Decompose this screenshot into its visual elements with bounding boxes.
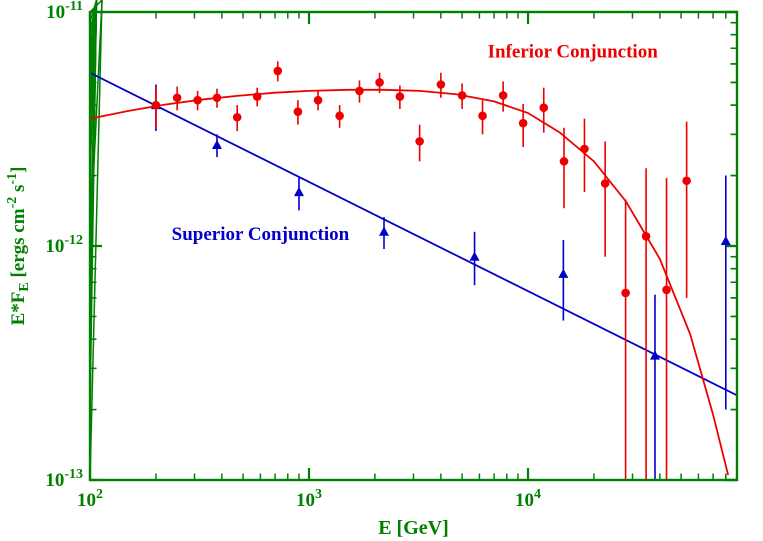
data-point-circle <box>539 103 549 112</box>
data-point-circle <box>662 285 671 295</box>
inferior-fit-curve <box>90 88 730 476</box>
x-tick-label: 104 <box>515 487 541 511</box>
data-point-triangle <box>211 139 222 150</box>
data-point-circle <box>600 179 610 188</box>
annotation-label: Inferior Conjunction <box>488 41 659 62</box>
data-point-circle <box>252 92 262 101</box>
tick-labels: 102 103 104 10-13 10-12 10-11 <box>45 0 541 511</box>
data-point-circle <box>212 93 222 103</box>
data-point-circle <box>498 91 508 100</box>
x-tick-label: 102 <box>77 487 103 511</box>
data-point-circle <box>415 137 424 146</box>
data-point-circle <box>580 144 589 154</box>
data-point-circle <box>355 86 364 96</box>
data-point-circle <box>335 111 344 121</box>
annotation-label: Superior Conjunction <box>172 224 350 245</box>
plot-area <box>90 61 737 480</box>
y-tick-label: 10-13 <box>45 467 83 491</box>
data-point-circle <box>436 80 446 89</box>
data-point-circle <box>641 232 651 241</box>
x-axis-title: E [GeV] <box>378 517 449 539</box>
data-point-circle <box>478 111 487 121</box>
data-point-triangle <box>720 235 731 246</box>
data-point-circle <box>172 93 182 103</box>
data-point-triangle <box>649 350 660 360</box>
series-triangle <box>150 84 731 480</box>
series-circle <box>151 61 691 480</box>
data-point-triangle <box>293 186 304 197</box>
data-point-circle <box>193 95 202 105</box>
y-tick-label: 10-12 <box>45 233 83 257</box>
data-point-circle <box>313 95 323 105</box>
superior-fit-line <box>90 71 737 397</box>
data-point-circle <box>395 92 405 101</box>
plot-frame <box>88 10 739 482</box>
x-tick-label: 103 <box>296 487 322 511</box>
data-point-circle <box>457 91 467 100</box>
data-point-circle <box>375 78 384 87</box>
data-point-triangle <box>469 251 480 261</box>
data-point-circle <box>273 66 283 76</box>
data-point-triangle <box>379 226 390 236</box>
data-point-circle <box>232 112 242 122</box>
data-point-circle <box>682 176 691 186</box>
data-point-triangle <box>558 268 569 278</box>
y-tick-label: 10-11 <box>46 0 83 23</box>
data-point-circle <box>559 157 569 166</box>
data-point-circle <box>293 107 303 116</box>
y-axis-title: E*FE [ergs cm-2 s-1] <box>5 167 32 326</box>
data-point-circle <box>151 100 161 110</box>
data-point-circle <box>621 288 630 298</box>
data-point-circle <box>518 118 528 128</box>
